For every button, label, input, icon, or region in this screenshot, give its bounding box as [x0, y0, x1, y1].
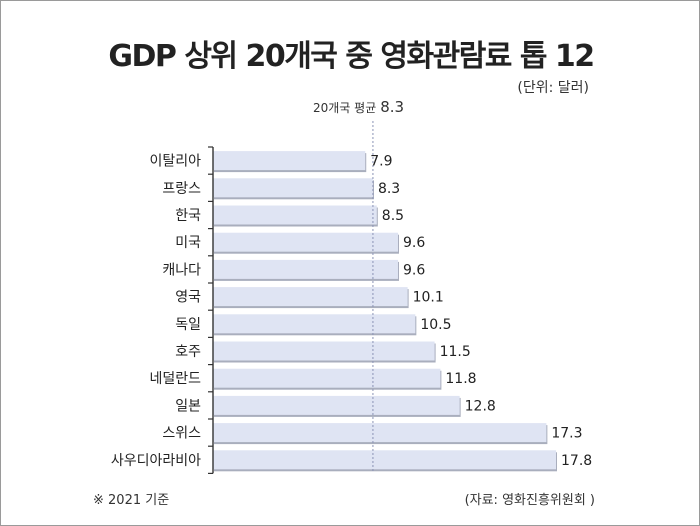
category-label: 사우디아라비아: [111, 453, 201, 469]
value-label: 10.1: [413, 290, 444, 306]
chart-title: GDP 상위 20개국 중 영화관람료 톱 12: [108, 39, 595, 74]
bar: [213, 314, 416, 334]
bars-group: [213, 151, 557, 472]
value-label: 9.6: [403, 235, 425, 251]
bar: [213, 423, 547, 443]
source-note: (자료: 영화진흥위원회 ): [464, 493, 595, 508]
average-value: 8.3: [380, 98, 405, 116]
category-label: 프랑스: [162, 181, 201, 197]
average-annotation: 20개국 평균 8.3: [313, 98, 404, 116]
category-label: 일본: [175, 398, 201, 414]
category-label: 한국: [175, 208, 201, 224]
category-label: 미국: [175, 235, 201, 251]
value-label: 12.8: [465, 398, 496, 414]
value-label: 7.9: [370, 154, 392, 170]
bar: [213, 259, 398, 279]
bar: [213, 368, 441, 388]
bar: [213, 178, 373, 198]
bar: [213, 232, 398, 252]
category-label: 호주: [175, 344, 201, 360]
category-label: 네덜란드: [149, 371, 201, 387]
value-label: 17.8: [561, 453, 592, 469]
category-label: 독일: [175, 317, 201, 333]
category-label: 스위스: [162, 426, 201, 442]
value-label: 11.5: [440, 344, 471, 360]
value-labels: 7.9 8.3 8.5 9.6 9.6 10.1 10.5 11.5 11.8 12.8 17.3 1…: [370, 154, 592, 469]
bar: [213, 450, 556, 470]
category-label: 이탈리아: [149, 154, 201, 170]
average-label: 20개국 평균: [313, 101, 377, 115]
bar: [213, 287, 408, 307]
value-label: 10.5: [420, 317, 451, 333]
bar: [213, 341, 435, 361]
footnote: ※ 2021 기준: [93, 493, 170, 508]
y-axis-ticks: [208, 146, 213, 474]
value-label: 8.5: [382, 208, 404, 224]
value-label: 17.3: [551, 426, 582, 442]
category-label: 영국: [175, 290, 201, 306]
value-label: 11.8: [445, 371, 476, 387]
bar: [213, 395, 460, 415]
bar: [213, 205, 377, 225]
value-label: 8.3: [378, 181, 400, 197]
unit-label: (단위: 달러): [517, 80, 589, 96]
bar: [213, 151, 366, 171]
value-label: 9.6: [403, 262, 425, 278]
category-label: 캐나다: [162, 262, 201, 278]
